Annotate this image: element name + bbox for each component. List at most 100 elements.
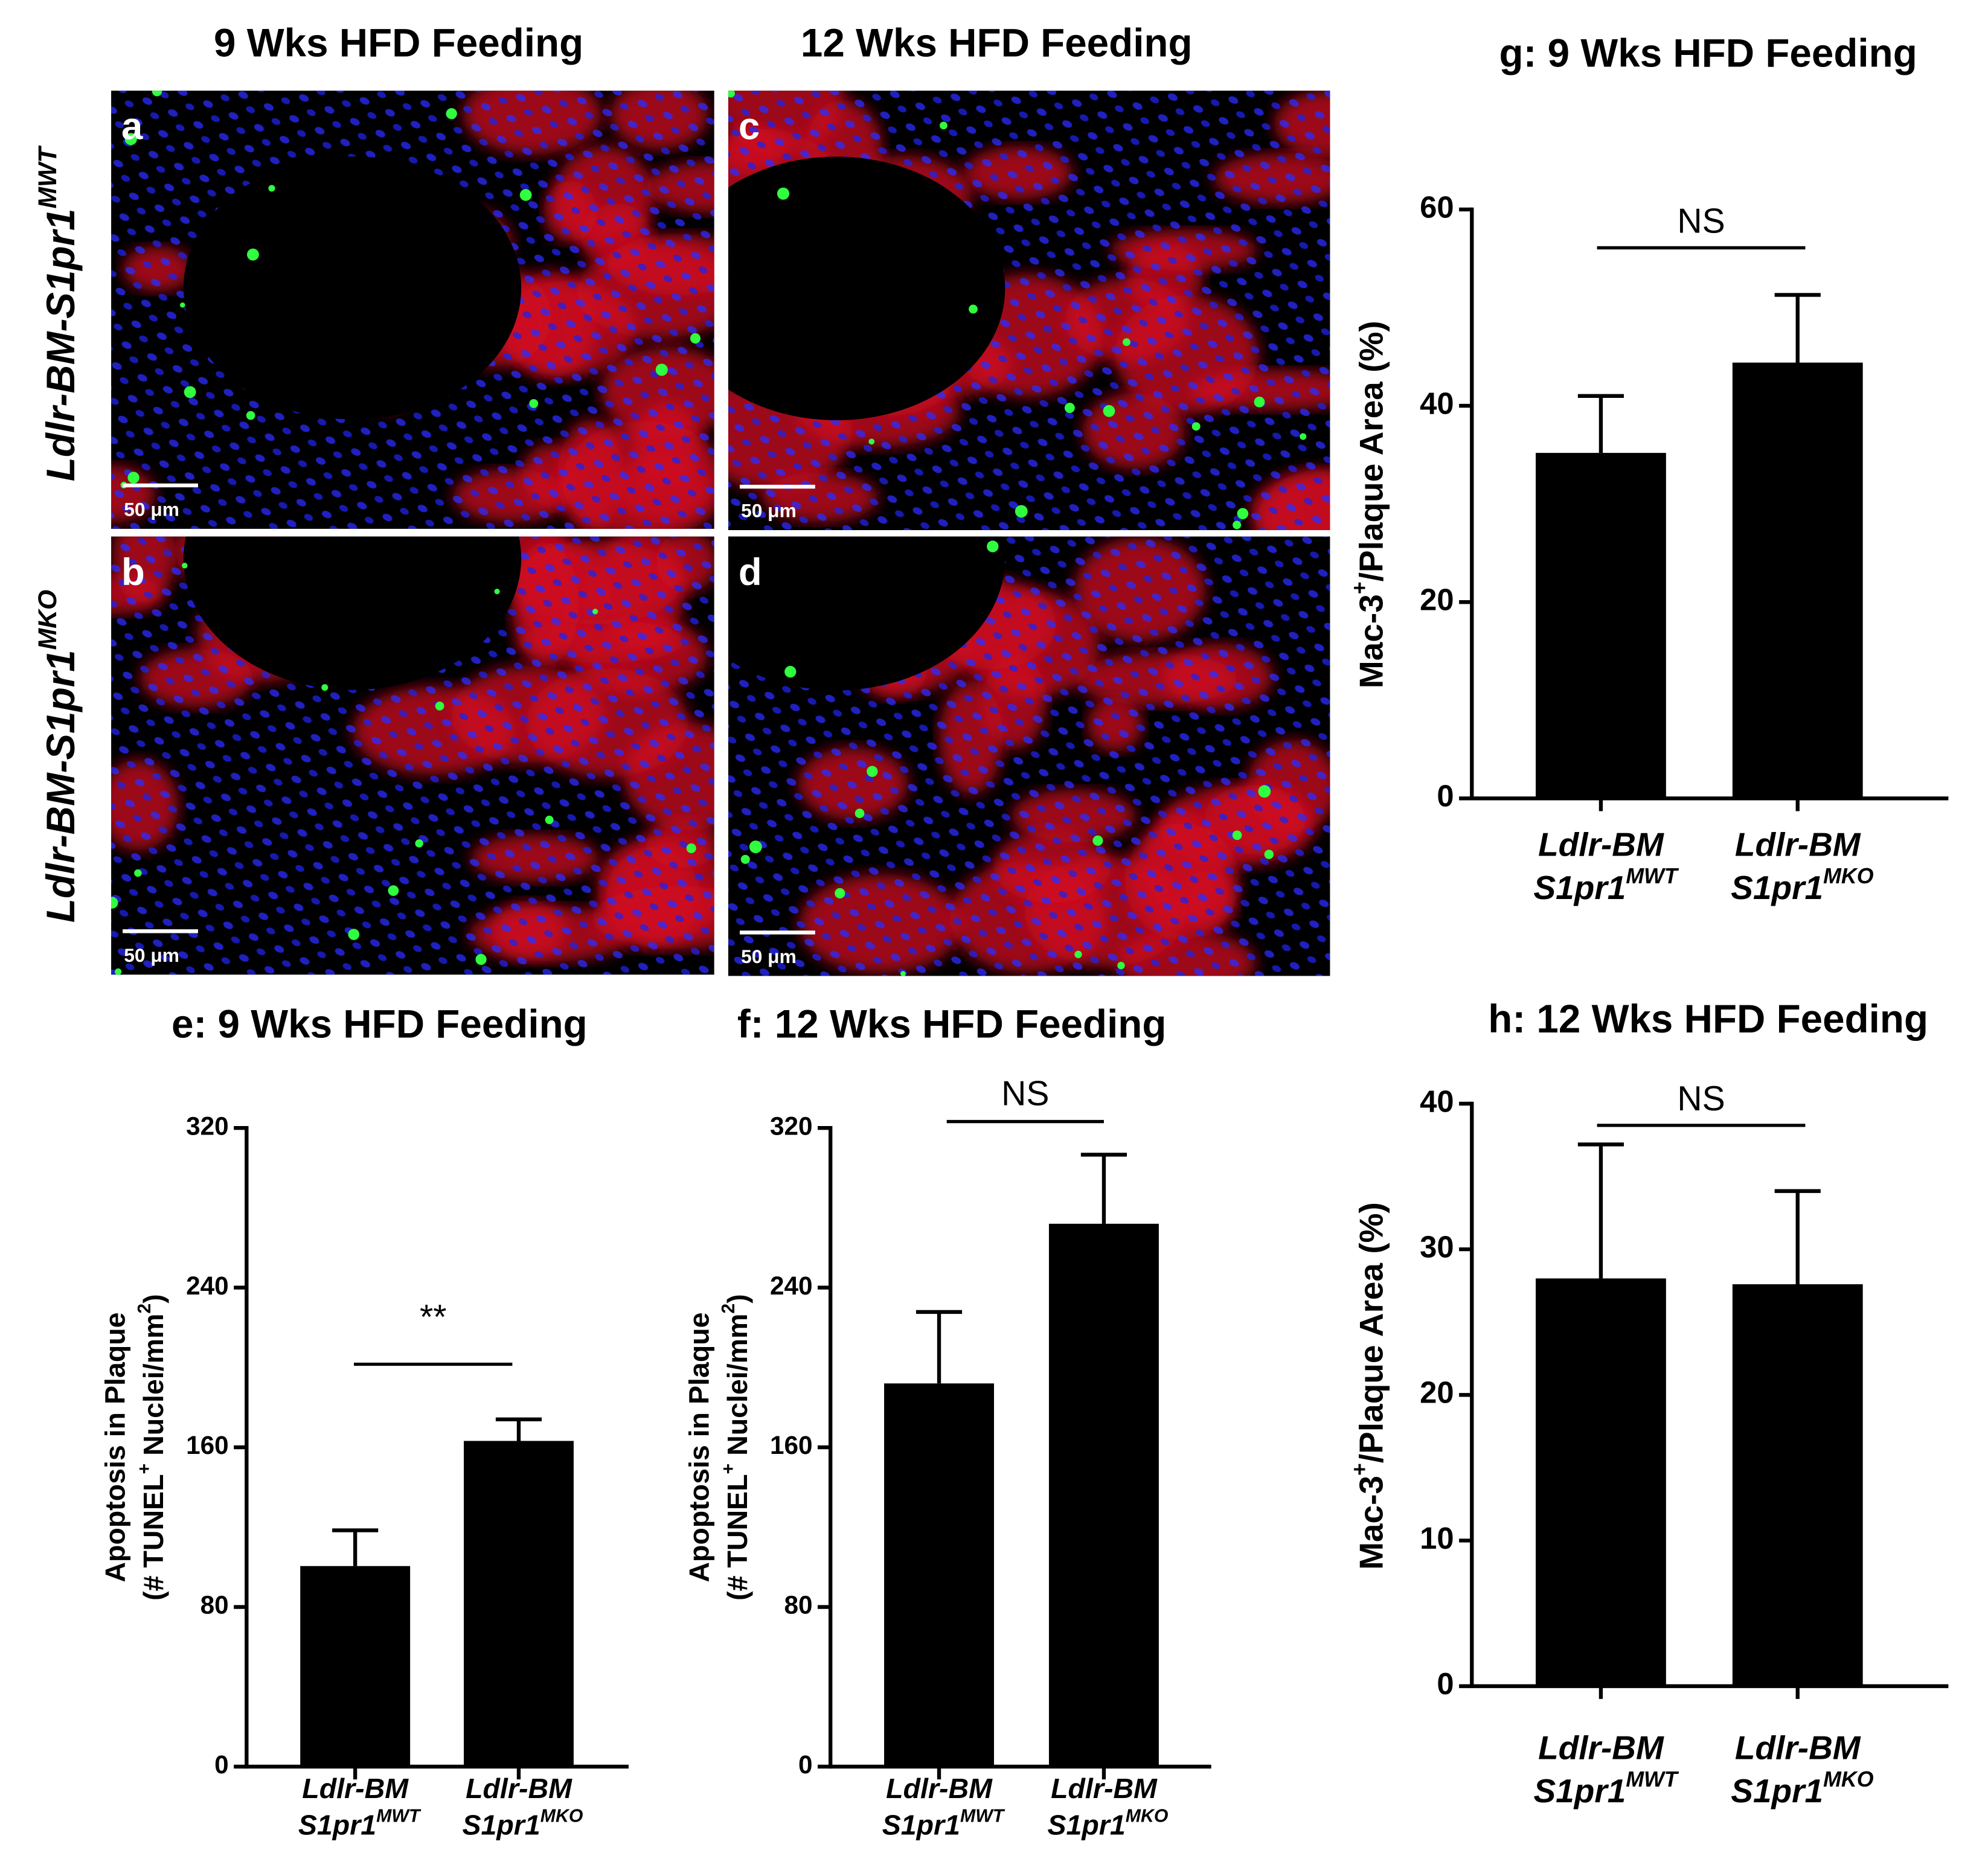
- tunel-green: [246, 411, 255, 420]
- tunel-green: [1092, 835, 1103, 846]
- chart-title: g: 9 Wks HFD Feeding: [1499, 31, 1917, 75]
- tunel-green: [184, 386, 196, 398]
- tunel-green: [111, 897, 118, 909]
- y-tick-label: 20: [1420, 1375, 1454, 1410]
- lumen: [183, 536, 522, 690]
- x-tick-label: Ldlr-BM S1pr1MWT: [874, 1773, 1005, 1841]
- tunel-green: [900, 971, 906, 976]
- chart-title: f: 12 Wks HFD Feeding: [737, 1002, 1167, 1046]
- bar: [300, 1566, 411, 1767]
- tunel-green: [728, 91, 735, 98]
- row-label: Ldlr-BM-S1pr1MKO: [33, 590, 83, 923]
- bar: [1732, 362, 1863, 799]
- tunel-green: [749, 840, 762, 854]
- x-tick-label: Ldlr-BM S1pr1MKO: [1722, 825, 1874, 906]
- tunel-green: [545, 815, 554, 824]
- tunel-green: [686, 843, 696, 853]
- tunel-green: [435, 702, 444, 711]
- tunel-green: [868, 438, 875, 445]
- tunel-green: [784, 665, 797, 678]
- tunel-green: [855, 808, 865, 818]
- column-title: 12 Wks HFD Feeding: [801, 21, 1193, 65]
- panel-letter: d: [739, 551, 762, 594]
- tunel-green: [1264, 850, 1274, 859]
- tunel-green: [475, 953, 487, 965]
- y-axis-label: Mac-3+/Plaque Area (%): [1348, 1202, 1390, 1570]
- y-axis-label: (# TUNEL+ Nuclei/mm2): [719, 1294, 753, 1601]
- y-tick-label: 30: [1420, 1230, 1454, 1264]
- x-tick-label: Ldlr-BM S1pr1MWT: [1524, 1729, 1679, 1810]
- chart-title: h: 12 Wks HFD Feeding: [1488, 997, 1928, 1041]
- micrograph: b 50 μm: [111, 536, 714, 975]
- y-tick-label: 40: [1420, 386, 1454, 420]
- y-tick-label: 320: [770, 1112, 813, 1140]
- y-tick-label: 160: [770, 1431, 813, 1459]
- tunel-green: [1064, 403, 1075, 413]
- tunel-green: [180, 302, 185, 308]
- bar: [1536, 453, 1666, 799]
- tunel-green: [519, 189, 532, 201]
- tunel-green: [940, 121, 948, 130]
- tunel-green: [1237, 508, 1249, 519]
- tunel-green: [348, 929, 360, 940]
- row-label: Ldlr-BM-S1pr1MWT: [33, 145, 83, 482]
- lumen: [183, 156, 522, 420]
- lumen: [728, 536, 1005, 691]
- column-title: 9 Wks HFD Feeding: [214, 21, 583, 65]
- y-tick-label: 20: [1420, 583, 1454, 617]
- y-tick-label: 0: [1437, 779, 1454, 813]
- y-axis-label: (# TUNEL+ Nuclei/mm2): [135, 1294, 170, 1601]
- y-tick-label: 0: [214, 1750, 229, 1779]
- y-tick-label: 240: [186, 1272, 229, 1300]
- x-tick-label: Ldlr-BM S1pr1MKO: [455, 1773, 583, 1841]
- tunel-green: [182, 562, 188, 569]
- tunel-green: [867, 766, 878, 777]
- tunel-green: [246, 248, 259, 261]
- y-axis-label: Apoptosis in Plaque: [100, 1312, 131, 1582]
- tunel-green: [777, 187, 790, 200]
- y-axis-label: Mac-3+/Plaque Area (%): [1348, 321, 1390, 688]
- y-tick-label: 40: [1420, 1084, 1454, 1118]
- tunel-green: [1258, 785, 1271, 798]
- bar: [463, 1441, 574, 1767]
- bar: [1048, 1223, 1159, 1767]
- tunel-green: [134, 869, 142, 877]
- micrograph: a 50 μm: [111, 91, 714, 529]
- tunel-green: [529, 399, 539, 408]
- micrograph-content: [728, 91, 1330, 531]
- scale-label: 50 μm: [741, 500, 797, 522]
- y-tick-label: 0: [798, 1750, 813, 1779]
- tunel-green: [655, 363, 668, 376]
- tunel-green: [987, 540, 999, 552]
- micrograph-content: [111, 91, 714, 529]
- y-tick-label: 10: [1420, 1521, 1454, 1555]
- tunel-green: [494, 589, 500, 595]
- y-axis-label: Apoptosis in Plaque: [684, 1312, 715, 1582]
- scale-label: 50 μm: [124, 499, 179, 520]
- x-tick-label: Ldlr-BM S1pr1MWT: [1524, 825, 1679, 906]
- tunel-green: [1232, 830, 1242, 840]
- micrograph-content: [111, 536, 714, 975]
- x-tick-label: Ldlr-BM S1pr1MWT: [290, 1773, 422, 1841]
- y-tick-label: 60: [1420, 190, 1454, 224]
- micrograph: d 50 μm: [728, 536, 1330, 976]
- tunel-green: [321, 684, 329, 691]
- tunel-green: [1015, 505, 1028, 518]
- y-tick-label: 160: [186, 1431, 229, 1459]
- bar: [1732, 1284, 1863, 1686]
- scale-label: 50 μm: [124, 944, 179, 966]
- panel-letter: a: [121, 105, 143, 147]
- panel-letter: c: [739, 105, 760, 147]
- tunel-green: [388, 885, 399, 896]
- micrograph-content: [728, 536, 1330, 976]
- panel-letter: b: [121, 551, 145, 594]
- y-tick-label: 0: [1437, 1666, 1454, 1701]
- tunel-green: [969, 304, 978, 314]
- significance-label: NS: [1677, 1080, 1725, 1118]
- tunel-green: [690, 333, 701, 344]
- bar: [1536, 1278, 1666, 1686]
- bar: [884, 1383, 994, 1767]
- tunel-green: [446, 108, 457, 120]
